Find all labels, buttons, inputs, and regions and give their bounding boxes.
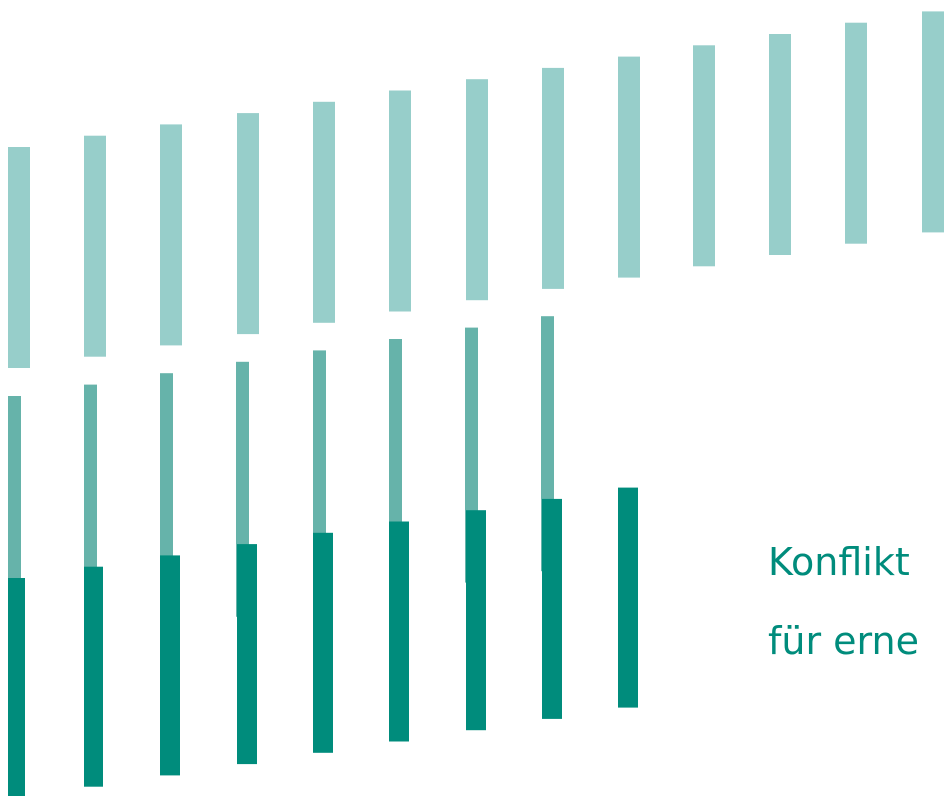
light-bar [845, 22, 867, 244]
light-bar [769, 34, 791, 255]
tagline-line-1: Konflikt [768, 540, 910, 584]
light-bar [466, 79, 488, 301]
dark-bar [8, 578, 25, 796]
dark-bar [466, 510, 486, 731]
light-bar [618, 56, 640, 278]
dark-bar [542, 498, 562, 719]
light-bar [542, 67, 564, 289]
light-bar [160, 124, 182, 346]
dark-bar [618, 487, 638, 708]
dark-bar [160, 555, 180, 776]
light-bar [8, 147, 30, 368]
dark-bar [389, 521, 409, 742]
dark-bar [84, 566, 103, 787]
light-bar [84, 135, 106, 357]
light-bar [313, 101, 335, 323]
light-bar [922, 11, 944, 233]
light-bar [693, 45, 715, 267]
tagline-line-2: für erne [768, 619, 919, 663]
light-bar [237, 113, 259, 335]
dark-bar [313, 532, 333, 753]
light-bar [389, 90, 411, 312]
dark-bar [237, 544, 257, 765]
